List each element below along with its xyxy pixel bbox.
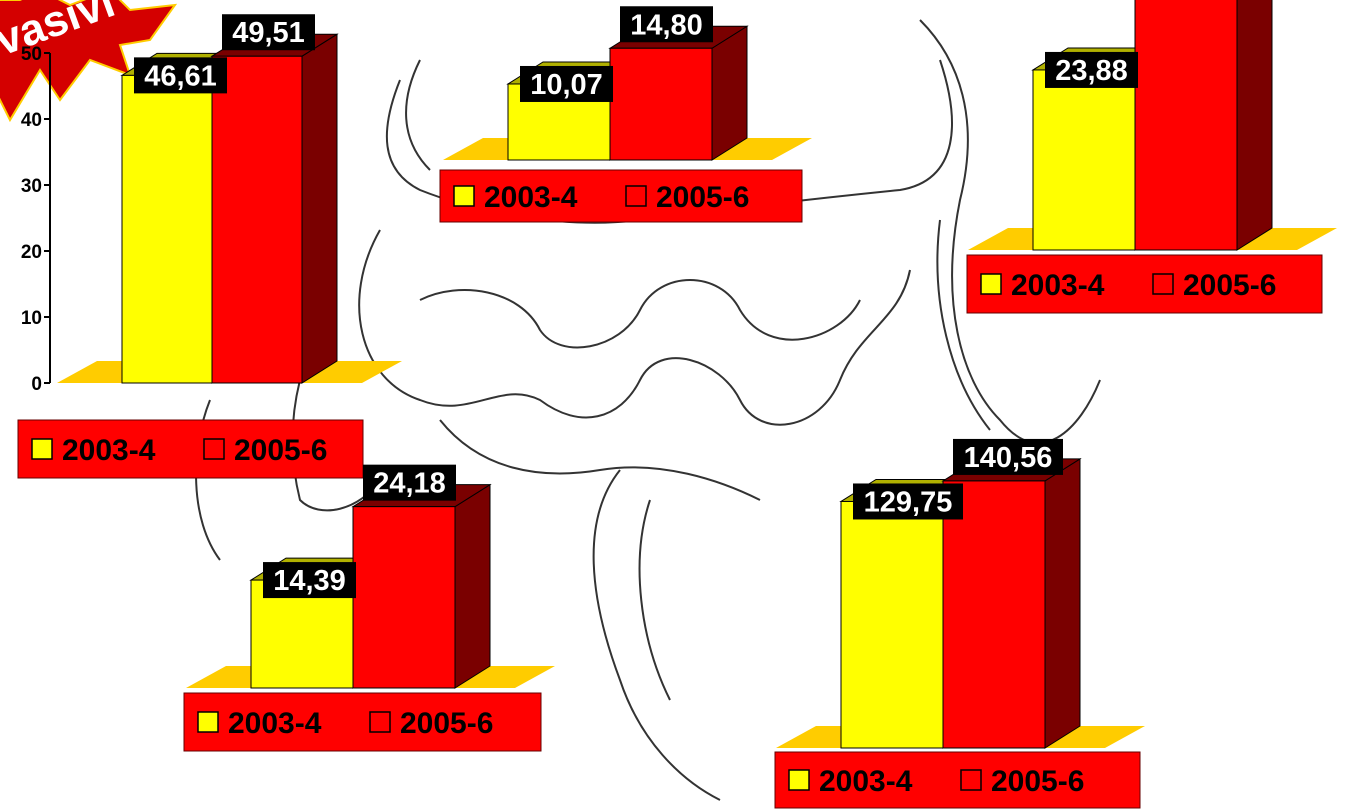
bar-side <box>301 33 338 384</box>
label-box <box>520 65 613 102</box>
legend-swatch <box>1152 273 1174 295</box>
y-tick-label: 40 <box>21 110 42 131</box>
legend-swatch <box>960 769 982 791</box>
y-tick-label: 30 <box>21 176 42 197</box>
label-box <box>620 6 713 43</box>
legend-box <box>774 751 1141 809</box>
legend-swatch <box>980 273 1002 295</box>
value-label: 140,56 <box>964 442 1053 474</box>
bar <box>121 74 213 384</box>
legend-label: 2003-4 <box>228 707 322 740</box>
value-label: 49,51 <box>232 17 305 49</box>
value-label: 129,75 <box>864 486 953 518</box>
bar <box>609 47 713 161</box>
label-box <box>853 483 963 520</box>
y-tick-label: 0 <box>31 374 42 395</box>
y-tick-label: 50 <box>21 44 42 65</box>
legend-label: 2003-4 <box>1011 269 1105 302</box>
starburst: vasıvı <box>0 0 178 123</box>
legend-label: 2003-4 <box>484 181 578 214</box>
bar <box>840 500 944 749</box>
label-box <box>363 464 456 501</box>
bar-chart: 0 10 20 30 40 50 46,61 49,51 2003-4 2005-6 <box>17 14 402 479</box>
legend-label: 2005-6 <box>1183 269 1276 302</box>
value-label: 14,39 <box>273 565 346 597</box>
label-box <box>953 438 1063 475</box>
label-box <box>1045 51 1138 88</box>
bar-side <box>1236 0 1273 251</box>
bar-chart: 10,07 14,80 2003-4 2005-6 <box>439 6 812 223</box>
legend-label: 2005-6 <box>234 434 327 467</box>
bar-chart: 23,88 2003-4 2005-6 <box>966 0 1337 314</box>
bar-side <box>454 483 491 689</box>
legend-box <box>966 254 1323 314</box>
bar <box>1032 69 1136 251</box>
legend-label: 2005-6 <box>991 765 1084 798</box>
legend-swatch <box>453 185 475 207</box>
intestine-drawing <box>195 19 1101 801</box>
bar <box>1134 0 1238 251</box>
label-box <box>222 14 315 51</box>
legend-swatch <box>369 711 391 733</box>
legend-swatch <box>203 438 225 460</box>
label-box <box>263 562 356 599</box>
legend-label: 2005-6 <box>400 707 493 740</box>
bar-chart: 14,39 24,18 2003-4 2005-6 <box>183 464 555 752</box>
legend-label: 2005-6 <box>656 181 749 214</box>
bar-side <box>1044 458 1081 749</box>
y-tick-label: 10 <box>21 308 42 329</box>
value-label: 46,61 <box>144 60 217 92</box>
legend-box <box>183 692 542 752</box>
value-label: 10,07 <box>530 69 603 101</box>
legend-label: 2003-4 <box>819 765 913 798</box>
label-box <box>134 57 227 94</box>
legend-swatch <box>197 711 219 733</box>
bar-chart: 129,75 140,56 2003-4 2005-6 <box>774 438 1145 809</box>
value-label: 24,18 <box>373 468 446 500</box>
legend-box <box>17 419 364 479</box>
legend-swatch <box>788 769 810 791</box>
legend-swatch <box>625 185 647 207</box>
value-label: 23,88 <box>1055 55 1128 87</box>
legend-label: 2003-4 <box>62 434 156 467</box>
legend-swatch <box>31 438 53 460</box>
value-label: 14,80 <box>630 9 703 41</box>
bar-side <box>711 25 748 161</box>
legend-box <box>439 169 803 223</box>
bar <box>211 55 303 384</box>
bar <box>352 506 456 689</box>
bar <box>942 480 1046 749</box>
y-tick-label: 20 <box>21 242 42 263</box>
